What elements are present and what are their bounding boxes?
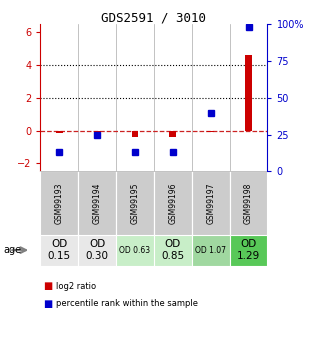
Bar	[230, 171, 267, 235]
Bar	[207, 130, 214, 132]
Text: log2 ratio: log2 ratio	[56, 282, 96, 291]
Text: OD 1.07: OD 1.07	[195, 246, 226, 255]
Text: percentile rank within the sample: percentile rank within the sample	[56, 299, 198, 308]
Text: GSM99193: GSM99193	[55, 182, 64, 224]
Bar	[169, 130, 176, 137]
Text: OD
0.30: OD 0.30	[86, 239, 109, 261]
Text: ■: ■	[44, 299, 53, 308]
Text: OD
0.85: OD 0.85	[161, 239, 184, 261]
Bar	[154, 171, 192, 235]
Title: GDS2591 / 3010: GDS2591 / 3010	[101, 11, 207, 24]
Text: OD
0.15: OD 0.15	[48, 239, 71, 261]
Text: ■: ■	[44, 282, 53, 291]
Text: GSM99194: GSM99194	[93, 182, 102, 224]
Text: GSM99195: GSM99195	[131, 182, 140, 224]
Text: OD 0.63: OD 0.63	[119, 246, 151, 255]
Bar	[78, 171, 116, 235]
Text: age: age	[3, 245, 21, 255]
Bar	[94, 130, 100, 132]
Bar	[192, 171, 230, 235]
Text: GSM99197: GSM99197	[206, 182, 215, 224]
Bar	[40, 171, 78, 235]
Bar	[56, 130, 63, 134]
Bar	[132, 130, 138, 137]
Bar	[116, 171, 154, 235]
Text: GSM99196: GSM99196	[168, 182, 177, 224]
Text: GSM99198: GSM99198	[244, 183, 253, 224]
Text: OD
1.29: OD 1.29	[237, 239, 260, 261]
Bar	[245, 55, 252, 130]
